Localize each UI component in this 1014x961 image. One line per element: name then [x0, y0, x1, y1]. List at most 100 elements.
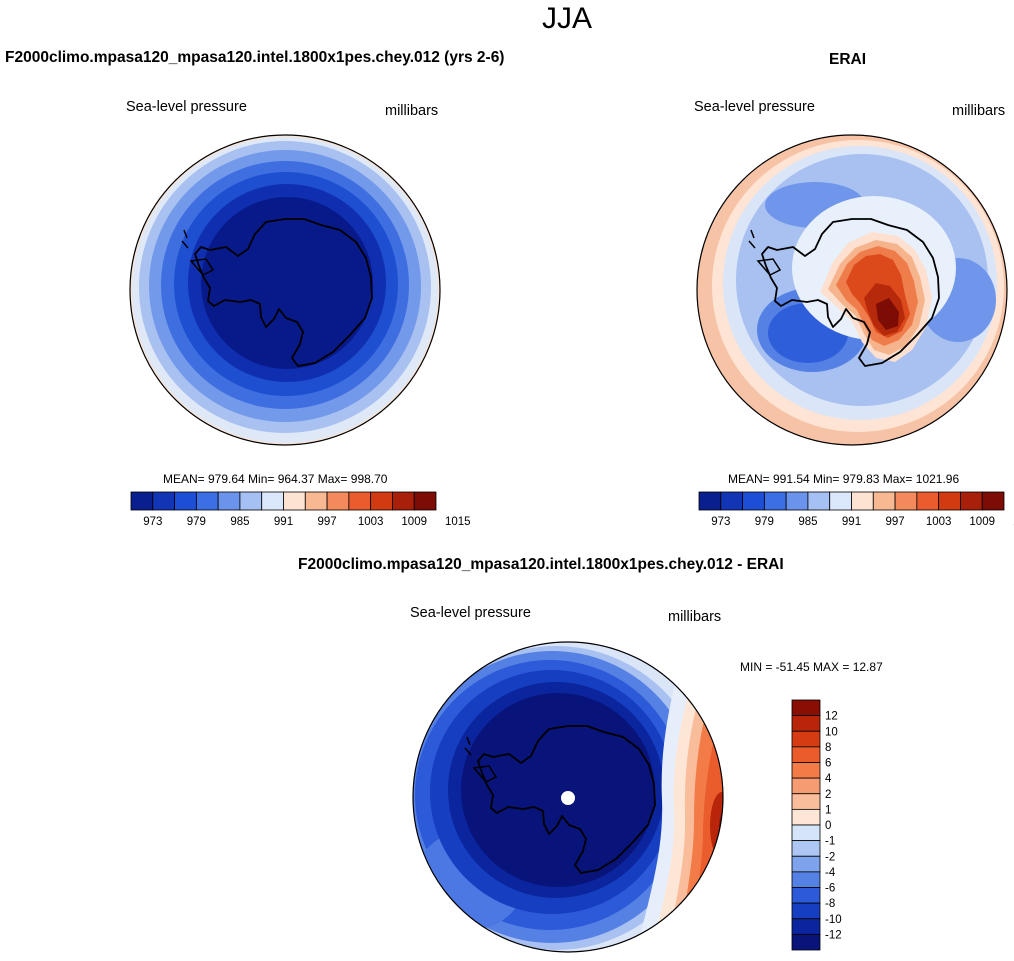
colorbar-swatch [791, 824, 821, 842]
colorbar-swatch [785, 491, 809, 511]
panel-2-units-label: millibars [952, 103, 1006, 119]
colorbar-tick-label: -1 [825, 836, 835, 848]
colorbar-swatch [283, 491, 306, 511]
colorbar-swatch [791, 933, 821, 951]
colorbar-swatch [217, 491, 241, 511]
coastline [756, 258, 782, 276]
colorbar-tick-label: -12 [825, 929, 842, 941]
colorbar-tick-label: 8 [825, 742, 831, 754]
colorbar-tick-label: -8 [825, 898, 835, 910]
colorbar-swatch [894, 491, 918, 511]
map-field-layer [719, 808, 723, 848]
panel-3-units-label: millibars [668, 609, 722, 625]
colorbar-tick-label: 973 [143, 516, 162, 528]
map-field-layer [876, 298, 899, 330]
colorbar-swatch [791, 793, 821, 810]
colorbar-swatch [763, 491, 787, 511]
map-border [696, 134, 1008, 446]
colorbar-tick-label: 973 [711, 516, 730, 528]
colorbar-swatch [960, 491, 983, 511]
colorbar-tick-label: 985 [230, 516, 249, 528]
colorbar-tick-label: 12 [825, 711, 838, 723]
figure-title: JJA [541, 2, 592, 35]
colorbar-swatch [791, 777, 821, 795]
colorbar-swatch [791, 871, 821, 888]
colorbar-tick-label: 0 [825, 820, 831, 832]
colorbar-tick-label: 997 [885, 516, 904, 528]
colorbar-tick-label: 1003 [358, 516, 384, 528]
colorbar-tick-label: 1009 [969, 516, 995, 528]
panel-3-title: F2000climo.mpasa120_mpasa120.intel.1800x… [298, 556, 784, 573]
colorbar-swatch [791, 762, 821, 779]
colorbar-swatch [392, 491, 415, 511]
colorbar-swatch [791, 715, 821, 732]
map-field-layer [201, 197, 373, 369]
panel-3-variable-label: Sea-level pressure [410, 605, 531, 621]
colorbar-swatch [791, 730, 821, 748]
colorbar-tick-label: 1015 [1013, 516, 1014, 528]
panel-2-map [697, 135, 1007, 445]
colorbar-swatch [152, 491, 175, 511]
colorbar-tick-label: -2 [825, 851, 835, 863]
colorbar-swatch [370, 491, 393, 511]
coastline [189, 258, 215, 276]
colorbar-swatch [829, 491, 852, 511]
colorbar-swatch [742, 491, 765, 511]
colorbar-tick-label: -4 [825, 867, 836, 879]
coastline [761, 218, 940, 367]
map-border [129, 134, 441, 446]
colorbar-tick-label: 1003 [926, 516, 952, 528]
panel-2-title: ERAI [829, 51, 867, 68]
panel-3-stats: MIN = -51.45 MAX = 12.87 [740, 660, 883, 674]
colorbar-swatch [720, 491, 743, 511]
colorbar-swatch [938, 491, 961, 511]
panel-3-map [413, 642, 723, 952]
colorbar-tick-label: 979 [187, 516, 206, 528]
colorbar-tick-label: -10 [825, 914, 842, 926]
map-field-layer [461, 693, 655, 887]
colorbar-swatch [348, 491, 372, 511]
colorbar-swatch [872, 491, 896, 511]
colorbar-tick-label: 1009 [401, 516, 427, 528]
colorbar-swatch [130, 491, 154, 511]
panel-1-map [130, 135, 440, 445]
colorbar-swatch [791, 808, 821, 826]
pole-marker [561, 791, 575, 805]
colorbar-swatch [791, 855, 821, 873]
colorbar-swatch [791, 699, 821, 717]
panel-1-stats: MEAN= 979.64 Min= 964.37 Max= 998.70 [163, 472, 388, 486]
colorbar-swatch [326, 491, 350, 511]
coastline [194, 218, 373, 367]
panel-2-variable-label: Sea-level pressure [694, 99, 815, 115]
colorbar-swatch [807, 491, 831, 511]
colorbar-swatch [916, 491, 940, 511]
colorbar-swatch [239, 491, 263, 511]
colorbar-swatch [791, 746, 821, 763]
panel-2-stats: MEAN= 991.54 Min= 979.83 Max= 1021.96 [728, 472, 960, 486]
panel-1-variable-label: Sea-level pressure [126, 99, 247, 115]
colorbar-swatch [261, 491, 284, 511]
map-border [412, 641, 724, 953]
colorbar-swatch [791, 918, 821, 935]
coastline [748, 229, 756, 249]
coastline [472, 765, 498, 783]
colorbar-tick-label: 991 [842, 516, 861, 528]
colorbar-swatch [981, 491, 1005, 511]
colorbar-tick-label: 985 [798, 516, 817, 528]
colorbar-tick-label: 6 [825, 758, 831, 770]
colorbar-tick-label: 1015 [445, 516, 471, 528]
colorbar-swatch [413, 491, 437, 511]
panel-1-title: F2000climo.mpasa120_mpasa120.intel.1800x… [5, 49, 505, 66]
colorbar-tick-label: 1 [825, 804, 831, 816]
colorbar-swatch [698, 491, 722, 511]
colorbar-swatch [851, 491, 874, 511]
colorbar-swatch [791, 840, 821, 857]
colorbar-swatch [174, 491, 197, 511]
colorbar-swatch [791, 902, 821, 920]
colorbar-tick-label: -6 [825, 883, 835, 895]
colorbar-swatch [791, 887, 821, 904]
colorbar-swatch [304, 491, 328, 511]
coastline [181, 229, 189, 249]
